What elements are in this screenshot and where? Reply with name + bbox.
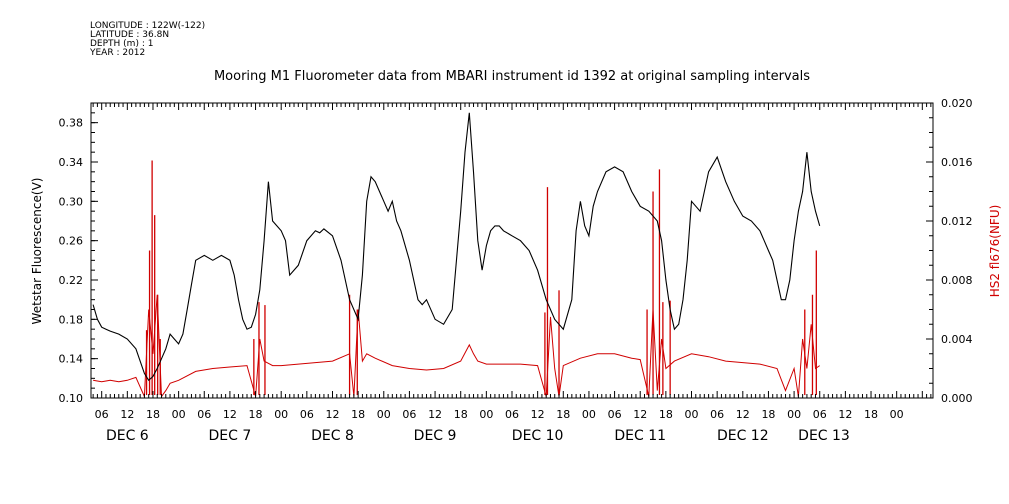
x-tick-label: 06 <box>608 408 622 421</box>
x-tick-label: 18 <box>351 408 365 421</box>
y-left-tick-label: 0.14 <box>59 353 84 366</box>
y-right-tick-label: 0.000 <box>941 392 973 405</box>
y-right-tick-label: 0.016 <box>941 156 973 169</box>
x-tick-label: 00 <box>685 408 699 421</box>
x-tick-label: 18 <box>556 408 570 421</box>
x-date-label: DEC 8 <box>311 428 354 444</box>
y-left-tick-label: 0.34 <box>59 156 84 169</box>
x-tick-label: 18 <box>761 408 775 421</box>
series-line-hs2-fl676 <box>93 294 820 398</box>
x-tick-label: 18 <box>864 408 878 421</box>
x-date-label: DEC 7 <box>209 428 252 444</box>
x-tick-label: 18 <box>249 408 263 421</box>
x-tick-label: 18 <box>659 408 673 421</box>
y-axis-right-label: HS2 fl676(NFU) <box>988 205 1002 298</box>
x-tick-label: 00 <box>479 408 493 421</box>
y-right-tick-label: 0.004 <box>941 333 973 346</box>
x-tick-label: 12 <box>838 408 852 421</box>
depth-label: DEPTH (m) : 1 <box>90 39 154 49</box>
y-axis-left-label: Wetstar Fluorescence(V) <box>30 178 44 325</box>
x-tick-label: 06 <box>813 408 827 421</box>
x-tick-label: 12 <box>223 408 237 421</box>
x-tick-label: 18 <box>146 408 160 421</box>
longitude-label: LONGITUDE : 122W(-122) <box>90 21 206 31</box>
x-date-label: DEC 11 <box>614 428 666 444</box>
y-right-tick-label: 0.020 <box>941 97 973 110</box>
x-tick-label: 06 <box>95 408 109 421</box>
plot-area <box>92 112 821 398</box>
x-tick-label: 00 <box>377 408 391 421</box>
x-tick-label: 12 <box>531 408 545 421</box>
x-date-label: DEC 13 <box>798 428 850 444</box>
x-tick-label: 00 <box>787 408 801 421</box>
y-left-tick-label: 0.30 <box>59 195 84 208</box>
x-tick-label: 00 <box>890 408 904 421</box>
x-tick-label: 06 <box>505 408 519 421</box>
plot-frame <box>90 102 934 399</box>
latitude-label: LATITUDE : 36.8N <box>90 30 170 40</box>
y-left-tick-label: 0.26 <box>59 235 84 248</box>
axes: 06 12 18 00 06 12 18 00 06 12 18 00 06 12 18 00 06 12 18 00… <box>59 97 973 444</box>
y-left-tick-label: 0.38 <box>59 117 84 130</box>
x-date-label: DEC 10 <box>512 428 564 444</box>
x-tick-label: 12 <box>633 408 647 421</box>
x-tick-label: 00 <box>172 408 186 421</box>
chart-title: Mooring M1 Fluorometer data from MBARI i… <box>214 69 810 84</box>
y-right-tick-label: 0.012 <box>941 215 973 228</box>
x-tick-label: 06 <box>197 408 211 421</box>
x-date-label: DEC 12 <box>717 428 769 444</box>
year-label: YEAR : 2012 <box>90 48 146 58</box>
x-tick-label: 12 <box>736 408 750 421</box>
x-tick-label: 18 <box>454 408 468 421</box>
y-left-tick-label: 0.22 <box>59 274 84 287</box>
x-tick-label: 12 <box>428 408 442 421</box>
y-left-tick-label: 0.10 <box>59 392 84 405</box>
y-left-tick-label: 0.18 <box>59 313 84 326</box>
x-tick-label: 00 <box>274 408 288 421</box>
x-date-label: DEC 6 <box>106 428 149 444</box>
x-tick-label: 06 <box>300 408 314 421</box>
x-tick-label: 12 <box>325 408 339 421</box>
station-metadata: LONGITUDE : 122W(-122) LATITUDE : 36.8N … <box>90 22 205 58</box>
x-date-label: DEC 9 <box>414 428 457 444</box>
x-tick-label: 06 <box>710 408 724 421</box>
y-right-tick-label: 0.008 <box>941 274 973 287</box>
x-tick-label: 06 <box>402 408 416 421</box>
series-line-wetstar <box>92 112 821 382</box>
x-tick-label: 00 <box>582 408 596 421</box>
x-tick-label: 12 <box>120 408 134 421</box>
